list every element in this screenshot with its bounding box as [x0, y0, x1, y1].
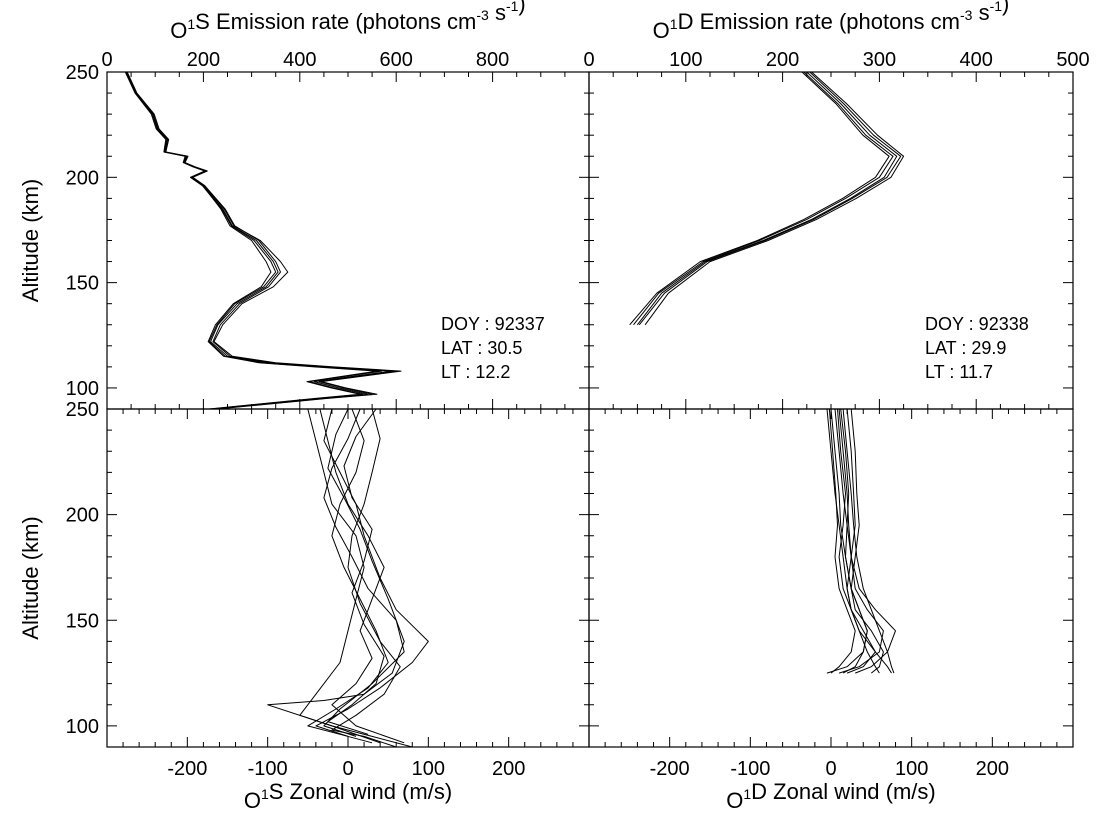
- x-tick-label: 0: [825, 758, 836, 780]
- x-tick-label: 200: [976, 758, 1009, 780]
- profile-lines: [629, 72, 905, 326]
- profile-lines: [826, 409, 896, 674]
- panel-frame: [588, 408, 1074, 748]
- profile-line: [637, 72, 898, 326]
- x-axis-label: O1S Zonal wind (m/s): [244, 779, 452, 813]
- profile-line: [834, 409, 884, 674]
- y-axis-label: Altitude (km): [18, 179, 43, 302]
- profile-line: [638, 72, 902, 326]
- y-tick-label: 250: [66, 62, 99, 84]
- annotation-line: DOY : 92337: [441, 314, 545, 334]
- y-tick-label: 200: [66, 505, 99, 527]
- x-tick-label: 400: [283, 49, 316, 71]
- x-tick-label: 200: [766, 49, 799, 71]
- x-tick-label: -200: [650, 758, 690, 780]
- profile-line: [124, 72, 383, 409]
- profile-line: [126, 72, 402, 409]
- x-tick-label: -100: [248, 758, 288, 780]
- annotation-line: DOY : 92338: [925, 314, 1029, 334]
- x-tick-label: 300: [863, 49, 896, 71]
- panels-group: 0 200 400 600 800 100 150 200 250 O1S Emission ra…: [18, 0, 1090, 813]
- x-tick-label: -100: [730, 758, 770, 780]
- y-tick-label: 150: [66, 610, 99, 632]
- profile-line: [828, 409, 856, 674]
- profile-line: [323, 409, 405, 737]
- profile-line: [838, 409, 896, 674]
- profile-line: [267, 409, 405, 744]
- x-tick-label: 0: [583, 49, 594, 71]
- annotation-line: LAT : 29.9: [925, 338, 1006, 358]
- profile-line: [126, 72, 397, 409]
- y-tick-label: 200: [66, 167, 99, 189]
- annotation-line: LAT : 30.5: [441, 338, 522, 358]
- profile-line: [331, 409, 401, 747]
- panel-title: O1S Emission rate (photons cm-3 s-1): [170, 0, 526, 43]
- profile-line: [842, 409, 868, 674]
- panel-top-right: 0 100 200 300 400 500 O1D Emission rate (photo…: [583, 0, 1090, 410]
- profile-line: [629, 72, 890, 326]
- x-tick-label: 200: [492, 758, 525, 780]
- y-tick-label: 150: [66, 273, 99, 295]
- panel-bottom-left: -200 -100 0 100 200 100 150 200 250 O1S Zonal win…: [18, 399, 590, 813]
- x-tick-label: 500: [1056, 49, 1089, 71]
- panel-title: O1D Emission rate (photons cm-3 s-1): [653, 0, 1010, 43]
- profile-line: [842, 409, 895, 674]
- panel-top-left: 0 200 400 600 800 100 150 200 250 O1S Emission ra…: [18, 0, 590, 410]
- profile-line: [327, 409, 385, 735]
- x-tick-label: 100: [895, 758, 928, 780]
- profile-line: [315, 409, 429, 737]
- profile-line: [837, 409, 876, 674]
- profile-line: [633, 72, 894, 326]
- y-axis-label: Altitude (km): [18, 516, 43, 639]
- y-tick-label: 100: [66, 716, 99, 738]
- profile-line: [125, 72, 378, 409]
- annotation-line: LT : 11.7: [925, 362, 993, 382]
- profile-line: [319, 409, 405, 744]
- y-tick-label: 100: [66, 378, 99, 400]
- panel-frame: [106, 71, 590, 410]
- x-tick-label: 200: [187, 49, 220, 71]
- profile-lines: [124, 72, 402, 409]
- x-axis-label: O1D Zonal wind (m/s): [726, 779, 936, 813]
- annotation-line: LT : 12.2: [441, 362, 510, 382]
- x-tick-label: 800: [476, 49, 509, 71]
- profile-line: [307, 409, 389, 744]
- profile-lines: [267, 409, 429, 747]
- x-tick-label: 400: [960, 49, 993, 71]
- panel-frame: [588, 71, 1074, 410]
- x-tick-label: -200: [167, 758, 207, 780]
- y-tick-label: 250: [66, 399, 99, 421]
- x-tick-label: 100: [412, 758, 445, 780]
- panel-bottom-right: -200 -100 0 100 200 O1D Zonal wind (m/s): [588, 408, 1074, 813]
- profile-line: [846, 409, 892, 674]
- x-tick-label: 100: [669, 49, 702, 71]
- x-tick-label: 600: [380, 49, 413, 71]
- profile-line: [644, 72, 905, 326]
- x-tick-label: 0: [101, 49, 112, 71]
- x-tick-label: 0: [342, 758, 353, 780]
